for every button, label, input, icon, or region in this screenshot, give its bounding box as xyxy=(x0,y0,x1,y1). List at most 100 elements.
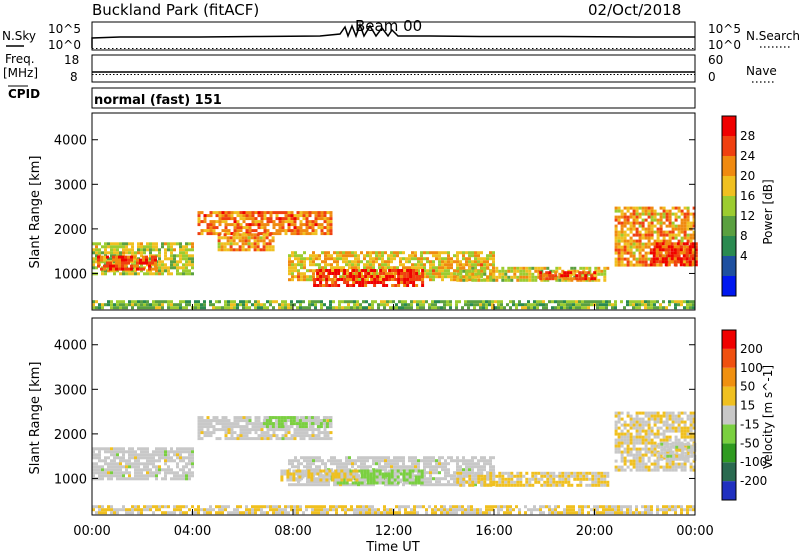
velocity-cell xyxy=(644,423,648,427)
power-cell xyxy=(125,306,128,310)
velocity-cell xyxy=(638,426,642,430)
velocity-cell xyxy=(289,475,293,479)
velocity-cell xyxy=(188,468,191,472)
power-cell xyxy=(265,242,269,246)
velocity-cell xyxy=(119,447,122,451)
velocity-cell xyxy=(383,508,386,512)
power-cell xyxy=(251,223,255,227)
velocity-cell xyxy=(280,478,284,482)
velocity-cell xyxy=(632,453,636,457)
velocity-cell xyxy=(614,468,618,472)
power-cell xyxy=(364,269,368,272)
velocity-cell xyxy=(206,508,209,512)
power-cell xyxy=(673,248,677,252)
velocity-cell xyxy=(137,462,140,466)
power-cell xyxy=(431,303,434,307)
velocity-cell xyxy=(662,438,666,442)
power-cell xyxy=(519,275,523,279)
velocity-cell xyxy=(173,474,176,478)
power-cell xyxy=(221,229,225,233)
velocity-cell xyxy=(239,511,242,515)
velocity-cell xyxy=(498,477,502,481)
velocity-cell xyxy=(629,414,633,418)
velocity-cell xyxy=(179,456,182,460)
power-cell xyxy=(632,300,635,304)
power-cell xyxy=(468,269,472,273)
power-cell xyxy=(617,236,621,240)
velocity-cell xyxy=(218,508,221,512)
velocity-cell xyxy=(459,459,462,463)
power-cell xyxy=(656,233,660,237)
velocity-cell xyxy=(579,474,583,478)
power-cell xyxy=(309,275,312,279)
velocity-cell xyxy=(656,417,660,421)
power-cell xyxy=(194,300,197,304)
power-cell xyxy=(191,242,194,246)
velocity-cell xyxy=(576,471,580,475)
power-cell xyxy=(667,245,671,249)
power-cell xyxy=(191,266,194,270)
velocity-cell xyxy=(312,459,315,463)
power-cell xyxy=(242,214,246,218)
velocity-cell xyxy=(224,431,228,435)
power-cell xyxy=(179,254,182,258)
velocity-cell xyxy=(486,462,489,466)
velocity-cell xyxy=(650,414,654,418)
power-cell xyxy=(692,260,696,264)
power-cell xyxy=(671,206,675,210)
velocity-cell xyxy=(396,481,400,485)
power-cell xyxy=(347,303,350,307)
power-cell xyxy=(533,306,536,310)
power-cell xyxy=(409,269,413,272)
velocity-cell xyxy=(281,434,285,438)
power-cell xyxy=(662,306,665,310)
power-cell xyxy=(265,236,269,240)
power-cell xyxy=(435,266,438,270)
power-cell xyxy=(242,300,245,304)
velocity-cell xyxy=(540,477,544,481)
power-cell xyxy=(349,284,353,287)
velocity-cell xyxy=(173,477,176,481)
power-cell xyxy=(510,269,514,273)
velocity-cell xyxy=(647,438,651,442)
power-cell xyxy=(256,233,260,237)
power-cell xyxy=(191,245,194,249)
power-cell xyxy=(242,220,246,224)
velocity-cell xyxy=(638,462,642,466)
power-cell xyxy=(456,263,459,267)
velocity-cell xyxy=(164,450,167,454)
velocity-cell xyxy=(363,465,366,469)
velocity-cell xyxy=(444,468,447,472)
velocity-cell xyxy=(266,505,269,509)
power-cell xyxy=(500,300,503,304)
power-cell xyxy=(676,260,680,264)
power-cell xyxy=(161,245,164,249)
power-cell xyxy=(257,300,260,304)
velocity-cell xyxy=(632,423,636,427)
power-cell xyxy=(217,239,221,243)
velocity-cell xyxy=(215,416,219,420)
power-cell xyxy=(238,233,242,237)
velocity-cell xyxy=(197,434,201,438)
power-cell xyxy=(507,266,511,270)
velocity-cell xyxy=(366,475,370,479)
velocity-cell xyxy=(146,453,149,457)
velocity-cell xyxy=(288,462,291,466)
velocity-cell xyxy=(230,434,234,438)
power-cell xyxy=(453,272,456,276)
power-cell xyxy=(324,260,327,264)
power-cell xyxy=(406,281,410,284)
velocity-cell xyxy=(98,447,101,451)
power-cell xyxy=(151,255,154,259)
velocity-cell xyxy=(299,416,303,420)
power-cell xyxy=(223,242,227,246)
power-cell xyxy=(133,255,136,259)
power-cell xyxy=(641,257,645,261)
velocity-cell xyxy=(635,459,639,463)
power-cell xyxy=(429,275,432,279)
velocity-cell xyxy=(287,428,291,432)
power-cell xyxy=(467,306,470,310)
power-cell xyxy=(167,303,170,307)
power-cell xyxy=(421,278,425,281)
power-cell xyxy=(381,251,384,255)
